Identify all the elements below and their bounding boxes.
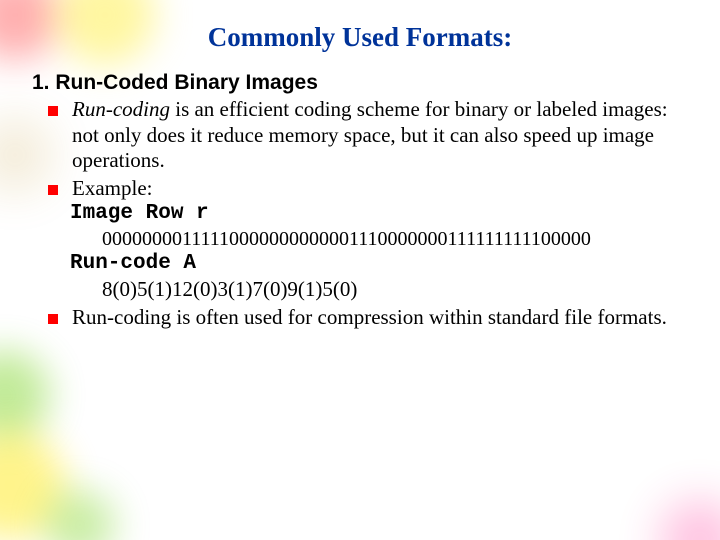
runcode-value: 8(0)5(1)12(0)3(1)7(0)9(1)5(0) [102,277,684,303]
slide-title: Commonly Used Formats: [36,22,684,53]
runcode-label: Run‑code A [70,251,684,277]
image-row-label: Image Row r [70,201,684,227]
section-heading: 1. Run‑Coded Binary Images [32,71,684,95]
bg-blob-pink [660,500,720,540]
bullet-3: Run‑coding is often used for compression… [72,305,684,331]
bullet-2: Example: Image Row r 0000000011111000000… [72,176,684,303]
binary-row: 0000000011111000000000000111000000011111… [102,227,684,251]
bullet-1: Run‑coding is an efficient coding scheme… [72,97,684,174]
bg-blob-green-mid [0,350,50,440]
example-label: Example: [72,176,152,200]
slide-content: Commonly Used Formats: 1. Run‑Coded Bina… [0,0,720,330]
bullet-list: Run‑coding is an efficient coding scheme… [72,97,684,330]
